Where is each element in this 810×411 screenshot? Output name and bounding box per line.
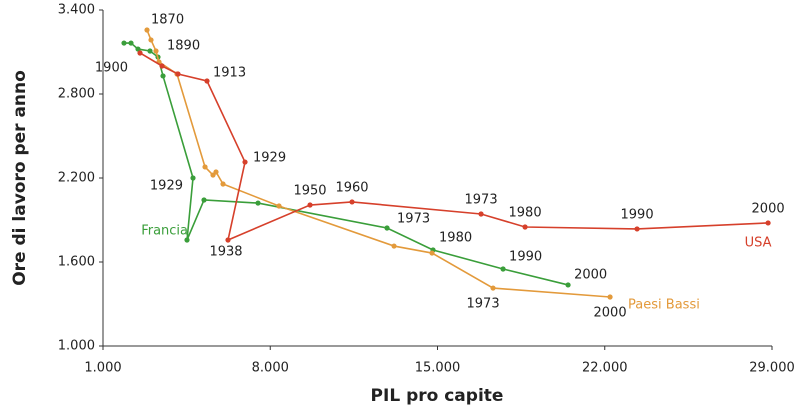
y-tick-label: 1.600 <box>58 255 95 270</box>
point-label: 1900 <box>95 61 128 76</box>
point <box>128 40 134 46</box>
x-tick-label: 15.000 <box>415 361 461 376</box>
point-label: 1980 <box>509 206 542 221</box>
point-label: 1929 <box>150 179 183 194</box>
point-label: 1870 <box>151 13 184 28</box>
series-line <box>139 52 769 242</box>
point <box>242 159 248 165</box>
point-label: 1973 <box>467 297 500 312</box>
point <box>391 243 397 249</box>
series-label: USA <box>745 235 772 250</box>
point-label: 1913 <box>213 65 246 80</box>
point <box>121 40 127 46</box>
point <box>175 71 181 77</box>
y-tick-label: 2.800 <box>58 87 95 102</box>
point <box>137 50 143 56</box>
point-label: 1980 <box>439 230 472 245</box>
point <box>255 200 261 206</box>
y-axis-title: Ore di lavoro per anno <box>10 70 30 286</box>
point <box>190 175 196 181</box>
x-tick-label: 1.000 <box>84 361 121 376</box>
series-label: Paesi Bassi <box>628 298 700 313</box>
point <box>160 73 166 79</box>
series-line <box>124 42 569 286</box>
point <box>634 226 640 232</box>
point <box>201 197 207 203</box>
point <box>384 225 390 231</box>
y-tick-label: 2.200 <box>58 171 95 186</box>
point <box>225 237 231 243</box>
point-label: 2000 <box>594 306 627 321</box>
point-label: 1990 <box>621 207 654 222</box>
point <box>429 250 435 256</box>
point-label: 1890 <box>167 38 200 53</box>
point-label: 1938 <box>209 245 242 260</box>
point <box>490 285 496 291</box>
point <box>478 211 484 217</box>
point <box>213 169 219 175</box>
y-tick-label: 3.400 <box>58 3 95 18</box>
point <box>276 203 282 209</box>
point <box>607 294 613 300</box>
point <box>147 48 153 54</box>
point <box>500 266 506 272</box>
point <box>765 220 771 226</box>
point <box>148 37 154 43</box>
point <box>307 202 313 208</box>
point <box>349 199 355 205</box>
point <box>184 237 190 243</box>
point-label: 2000 <box>752 201 785 216</box>
point-label: 1973 <box>465 192 498 207</box>
x-axis-title: PIL pro capite <box>371 386 504 406</box>
point-label: 1950 <box>293 184 326 199</box>
x-tick-label: 8.000 <box>252 361 289 376</box>
point <box>202 164 208 170</box>
x-tick-label: 29.000 <box>749 361 795 376</box>
y-tick-label: 1.000 <box>58 339 95 354</box>
point-label: 1990 <box>509 250 542 265</box>
point <box>135 46 141 52</box>
point <box>204 78 210 84</box>
point <box>159 63 165 69</box>
point-label: 1973 <box>397 211 430 226</box>
point <box>565 282 571 288</box>
point <box>153 48 159 54</box>
point-label: 1960 <box>335 180 368 195</box>
point <box>220 181 226 187</box>
point-label: 2000 <box>574 267 607 282</box>
point <box>144 27 150 33</box>
point <box>522 224 528 230</box>
x-tick-label: 22.000 <box>582 361 628 376</box>
point-label: 1929 <box>253 151 286 166</box>
series-label: Francia <box>141 224 188 239</box>
